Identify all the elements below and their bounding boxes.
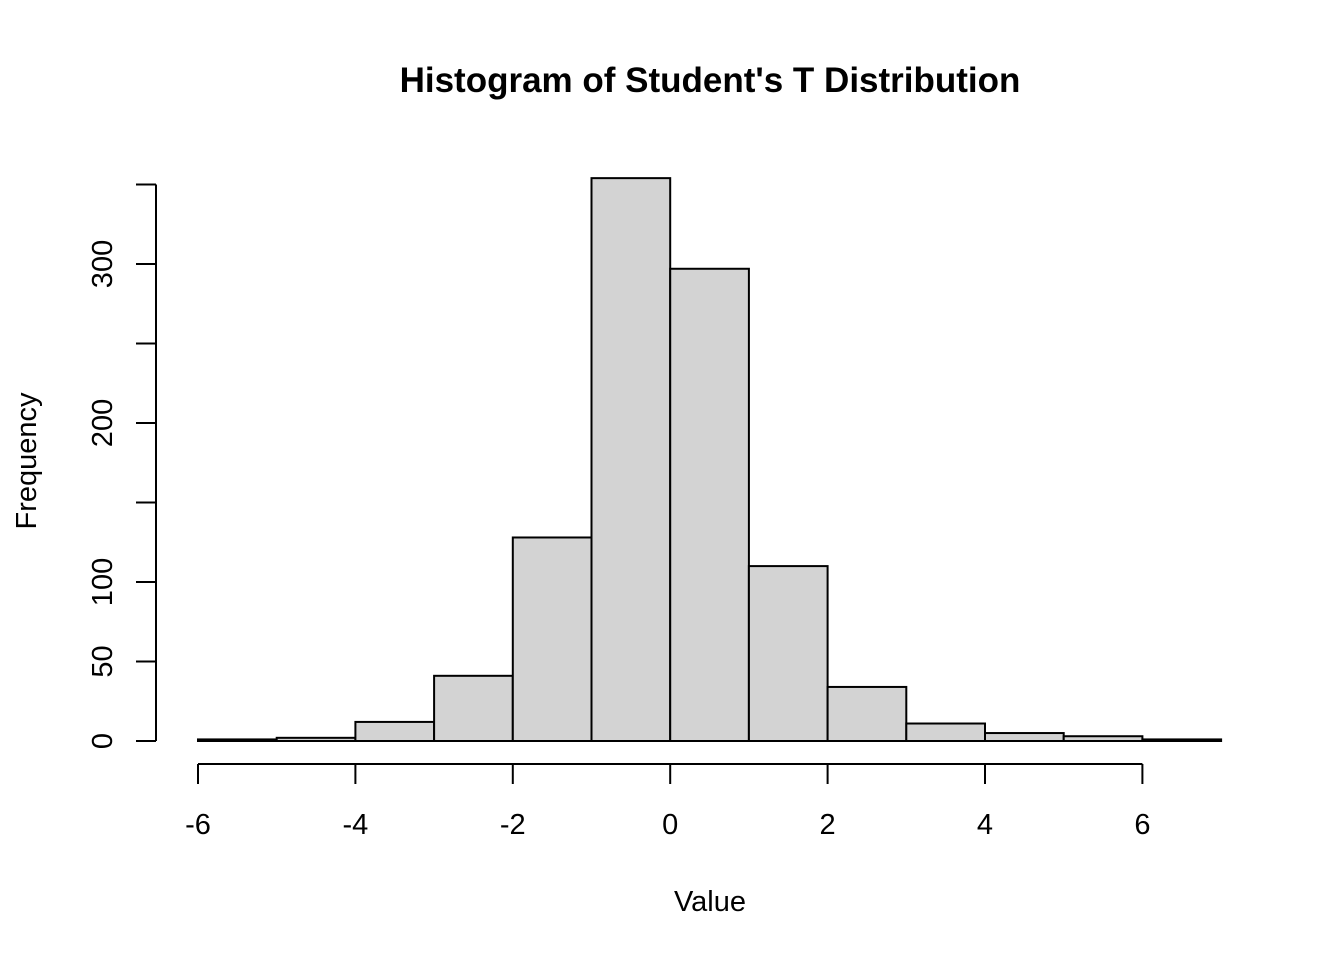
x-axis: -6 -4 -2 0 2 4 6 (185, 763, 1150, 841)
histogram-bar (511, 536, 593, 742)
y-axis: 0 50 100 200 300 (87, 183, 157, 749)
x-tick-label: 6 (1134, 809, 1150, 841)
y-tick-label: 50 (87, 645, 119, 677)
x-tick-label: -2 (500, 809, 526, 841)
y-tick-label: 0 (87, 733, 119, 749)
y-tick-label: 200 (87, 399, 119, 447)
histogram-bar (197, 738, 278, 742)
histogram-bar (984, 732, 1065, 742)
x-tick-label: 4 (977, 809, 993, 841)
x-tick-label: 2 (820, 809, 836, 841)
y-axis-label: Frequency (11, 392, 43, 530)
x-tick-label: 0 (662, 809, 678, 841)
x-tick-label: -6 (185, 809, 211, 841)
histogram-bar (275, 736, 357, 743)
histogram-bar (590, 177, 672, 742)
histogram-bar (905, 722, 986, 743)
histogram-bar (1062, 735, 1144, 742)
y-tick-label: 100 (87, 558, 119, 606)
bars-group (197, 177, 1223, 743)
chart-title: Histogram of Student's T Distribution (400, 61, 1021, 100)
x-tick-label: -4 (343, 809, 369, 841)
x-axis-label: Value (674, 886, 746, 918)
histogram-bar (747, 565, 829, 742)
histogram-bar (1141, 738, 1223, 742)
histogram-bar (826, 685, 908, 743)
histogram-bar (433, 674, 514, 742)
histogram-bar (669, 267, 750, 742)
y-tick-label: 300 (87, 240, 119, 288)
histogram-bar (354, 720, 436, 742)
